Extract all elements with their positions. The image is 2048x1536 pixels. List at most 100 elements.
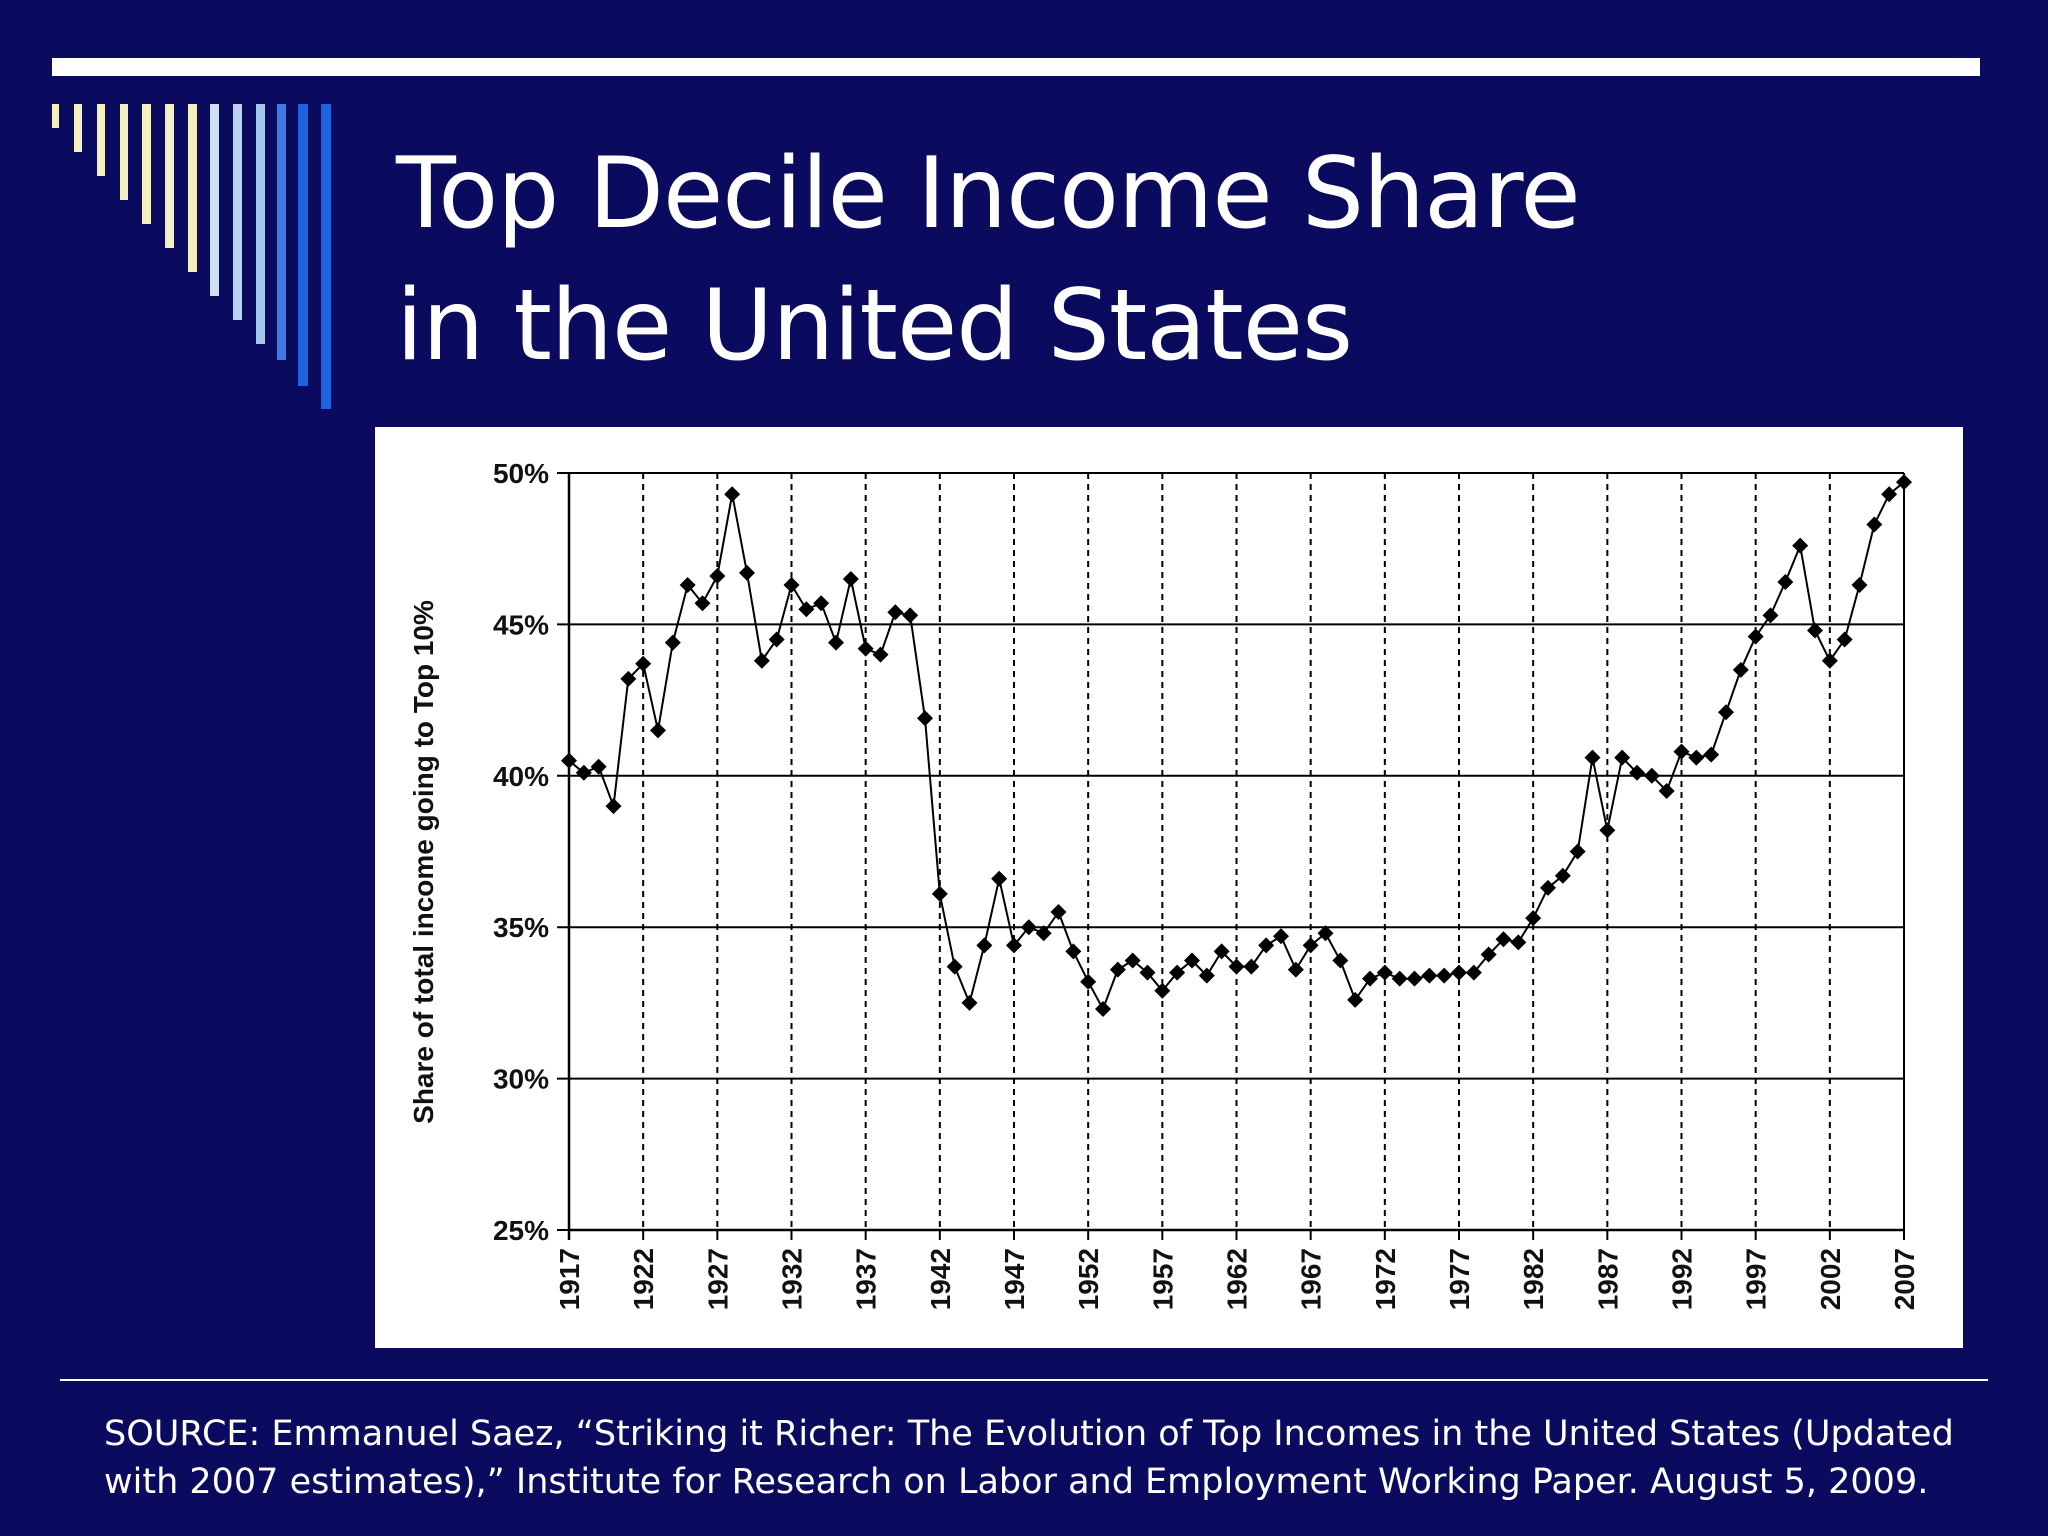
data-point [1273, 928, 1289, 945]
top-rule [52, 58, 1980, 76]
x-tick-label: 1997 [1741, 1248, 1772, 1310]
data-point [1807, 622, 1823, 639]
data-point [857, 640, 874, 657]
data-point [1287, 961, 1304, 978]
data-point [1050, 904, 1067, 921]
data-point [872, 646, 889, 663]
data-point [753, 652, 770, 669]
data-point [650, 722, 666, 739]
data-point [1376, 964, 1393, 981]
data-point [1065, 943, 1082, 960]
data-point [1762, 607, 1779, 624]
x-tick-label: 1947 [999, 1248, 1030, 1310]
decor-bar [142, 104, 151, 224]
data-point [991, 870, 1008, 887]
y-tick-label: 45% [493, 609, 549, 640]
data-point [590, 758, 607, 775]
y-tick-label: 40% [493, 761, 549, 792]
data-point [1747, 628, 1764, 645]
x-tick-label: 1917 [554, 1248, 585, 1310]
data-point [1035, 925, 1052, 942]
data-point [1421, 967, 1438, 984]
data-point [1362, 970, 1378, 987]
data-point [1792, 537, 1809, 554]
data-point [739, 564, 755, 581]
data-point [917, 710, 933, 727]
data-point [1095, 1000, 1111, 1017]
x-tick-label: 1977 [1444, 1248, 1475, 1310]
decor-bar [52, 104, 59, 128]
data-point [1347, 991, 1364, 1008]
x-tick-label: 1972 [1370, 1248, 1401, 1310]
data-point [1510, 934, 1527, 951]
slide-title-line-1: Top Decile Income Share [396, 137, 1581, 251]
decor-bar [188, 104, 197, 272]
decor-bar [120, 104, 128, 200]
decor-bar [277, 104, 286, 360]
data-point [709, 567, 726, 584]
data-point [1495, 931, 1512, 948]
decor-bar [256, 104, 265, 344]
grid [557, 472, 1904, 1231]
x-tick-label: 1927 [702, 1248, 733, 1310]
data-point [842, 570, 859, 587]
data-point [1332, 952, 1349, 969]
x-tick-label: 1967 [1296, 1248, 1327, 1310]
data-point [1228, 958, 1245, 975]
y-tick-label: 25% [493, 1215, 549, 1246]
x-tick-label: 1937 [851, 1248, 882, 1310]
data-point [1732, 661, 1749, 678]
data-point [1243, 958, 1260, 975]
data-point [1554, 867, 1571, 884]
data-point [783, 577, 800, 594]
x-tick-label: 2007 [1889, 1248, 1920, 1310]
data-point [605, 798, 622, 815]
tick-labels: 25% 30% 35% 40% 45% 50% 1917 1922 1927 1932 1937 19… [493, 458, 1920, 1310]
source-citation: SOURCE: Emmanuel Saez, “Striking it Rich… [104, 1414, 1954, 1502]
data-point [931, 885, 948, 902]
decor-bar [97, 104, 105, 176]
chart-panel: 25% 30% 35% 40% 45% 50% 1917 1922 1927 1932 1937 19… [375, 427, 1963, 1348]
data-point [1599, 822, 1616, 839]
data-point [798, 601, 815, 618]
data-point [1139, 964, 1156, 981]
x-tick-label: 1957 [1147, 1248, 1178, 1310]
decor-bar [233, 104, 242, 320]
data-point [1124, 952, 1141, 969]
source-divider [60, 1379, 1988, 1381]
data-point [1317, 925, 1334, 942]
data-point [1480, 946, 1497, 963]
data-point [1881, 486, 1898, 503]
data-point [1703, 746, 1720, 763]
data-point [561, 752, 577, 769]
data-point [1154, 982, 1171, 999]
data-point [1673, 743, 1690, 760]
data-point [1688, 749, 1705, 766]
data-point [1451, 964, 1467, 981]
data-point [1614, 749, 1631, 766]
data-point [635, 655, 652, 672]
data-point [1821, 652, 1838, 669]
data-point [1465, 964, 1482, 981]
data-point [1302, 937, 1319, 954]
x-tick-label: 1952 [1073, 1248, 1104, 1310]
x-tick-label: 2002 [1815, 1248, 1846, 1310]
data-point [961, 994, 978, 1011]
data-point [1006, 937, 1022, 954]
decor-bar [210, 104, 219, 296]
data-point [1896, 474, 1912, 491]
y-tick-label: 30% [493, 1064, 549, 1095]
data-point [1658, 782, 1675, 799]
data-point [1258, 937, 1275, 954]
x-tick-label: 1922 [628, 1248, 659, 1310]
series-top-decile [561, 474, 1912, 1017]
income-share-line-chart: 25% 30% 35% 40% 45% 50% 1917 1922 1927 1932 1937 19… [408, 458, 1920, 1310]
x-tick-label: 1942 [925, 1248, 956, 1310]
data-point [1391, 970, 1408, 987]
data-point [1525, 910, 1542, 927]
data-point [1836, 631, 1853, 648]
axes [567, 473, 1905, 1240]
data-point [1080, 973, 1097, 990]
data-point [724, 486, 741, 503]
